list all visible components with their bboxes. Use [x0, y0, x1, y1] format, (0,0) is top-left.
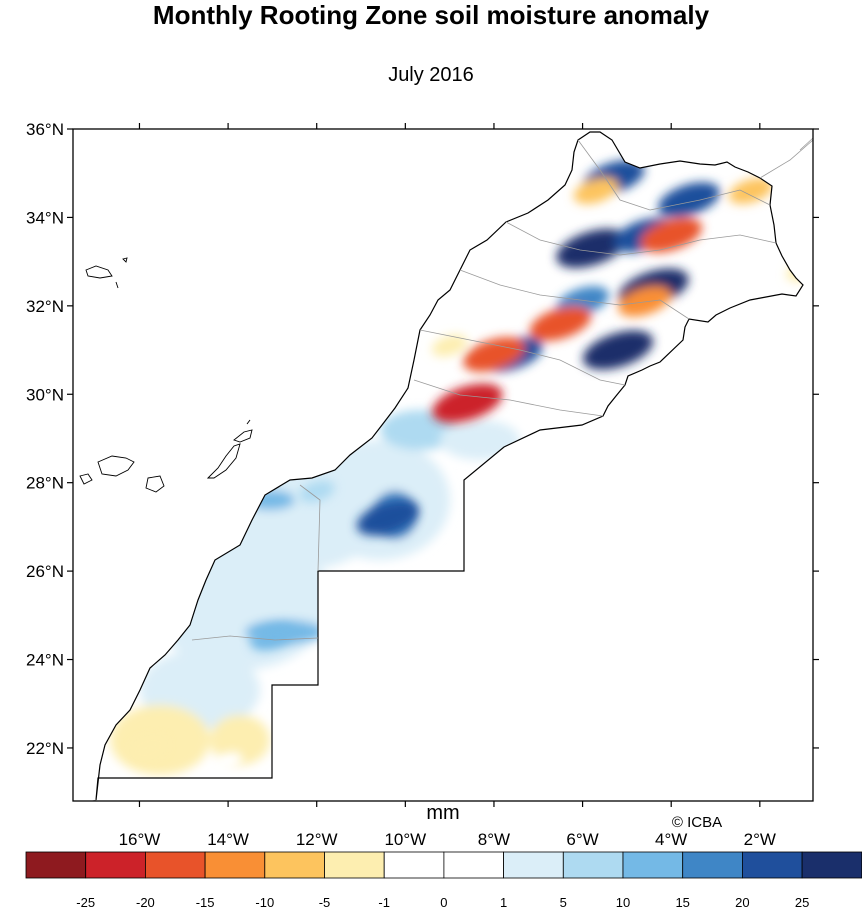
colorbar-swatch	[622, 851, 684, 879]
colorbar-label: 10	[616, 895, 630, 909]
anomaly-patch	[529, 306, 592, 341]
latitude-labels: 36°N 34°N 32°N 30°N 28°N 26°N 24°N 22°N	[26, 120, 64, 758]
colorbar-label: -5	[319, 895, 331, 909]
lat-tick-label: 30°N	[26, 385, 64, 404]
lon-tick-label: 2°W	[744, 830, 776, 849]
colorbar-swatch	[562, 851, 624, 879]
colorbar-swatch	[443, 851, 504, 879]
lat-tick-label: 24°N	[26, 651, 64, 670]
lat-tick-label: 22°N	[26, 739, 64, 758]
colorbar-label: 20	[735, 895, 749, 909]
colorbar	[25, 851, 862, 879]
colorbar-label: -1	[378, 895, 390, 909]
lat-tick-label: 26°N	[26, 562, 64, 581]
lat-tick-label: 34°N	[26, 208, 64, 227]
anomaly-patch	[640, 217, 702, 253]
colorbar-label: -15	[196, 895, 215, 909]
colorbar-swatch	[682, 851, 743, 879]
colorbar-swatch	[264, 851, 325, 879]
colorbar-swatch	[742, 851, 803, 879]
lat-tick-label: 36°N	[26, 120, 64, 139]
lon-tick-label: 4°W	[655, 830, 687, 849]
colorbar-swatch	[25, 851, 87, 879]
anomaly-patch	[356, 500, 419, 536]
lon-tick-label: 10°W	[384, 830, 426, 849]
anomaly-patch	[658, 182, 720, 218]
colorbar-swatch	[801, 851, 862, 879]
lat-tick-label: 32°N	[26, 297, 64, 316]
axis-ticks	[67, 123, 819, 807]
colorbar-label: -25	[76, 895, 95, 909]
longitude-labels: 16°W 14°W 12°W 10°W 8°W 6°W 4°W 2°W	[119, 830, 776, 849]
anomaly-patch	[298, 480, 335, 503]
units-label: mm	[426, 802, 459, 824]
map-subtitle: July 2016	[388, 64, 474, 86]
colorbar-label: -20	[136, 895, 155, 909]
lon-tick-label: 12°W	[296, 830, 338, 849]
anomaly-patch	[463, 337, 525, 372]
lon-tick-label: 14°W	[207, 830, 249, 849]
anomaly-patch	[728, 177, 774, 204]
colorbar-label: -10	[255, 895, 274, 909]
region-borders	[191, 139, 777, 641]
colorbar-swatch	[324, 851, 385, 879]
colorbar-swatch	[144, 851, 206, 879]
anomaly-patch	[250, 624, 295, 651]
lon-tick-label: 6°W	[566, 830, 598, 849]
anomaly-patch	[130, 737, 167, 759]
lat-tick-label: 28°N	[26, 474, 64, 493]
anomaly-patch	[213, 752, 243, 771]
land-field	[96, 132, 803, 800]
colorbar-swatch	[85, 851, 146, 879]
colorbar-swatch	[503, 851, 564, 879]
colorbar-labels: -25 -20 -15 -10 -5 -1 0 1 5 10 15 20 25	[76, 895, 809, 909]
lon-tick-label: 8°W	[478, 830, 510, 849]
country-outline	[95, 131, 804, 801]
colorbar-label: 15	[675, 895, 689, 909]
anomaly-patch	[556, 228, 627, 268]
map-frame	[72, 128, 814, 802]
colorbar-swatch	[204, 851, 266, 879]
anomaly-patch	[573, 177, 619, 204]
map-title: Monthly Rooting Zone soil moisture anoma…	[152, 0, 710, 30]
anomaly-patch	[618, 286, 672, 317]
colorbar-label: 5	[560, 895, 567, 909]
lon-tick-label: 16°W	[119, 830, 161, 849]
credit-label: © ICBA	[672, 814, 722, 831]
colorbar-swatch	[383, 851, 445, 879]
anomaly-patch	[431, 334, 468, 357]
anomaly-patch	[432, 383, 503, 423]
colorbar-label: 1	[500, 895, 507, 909]
colorbar-label: 0	[440, 895, 447, 909]
canary-islands	[79, 257, 253, 493]
anomaly-patch	[582, 330, 654, 370]
colorbar-label: 25	[795, 895, 809, 909]
